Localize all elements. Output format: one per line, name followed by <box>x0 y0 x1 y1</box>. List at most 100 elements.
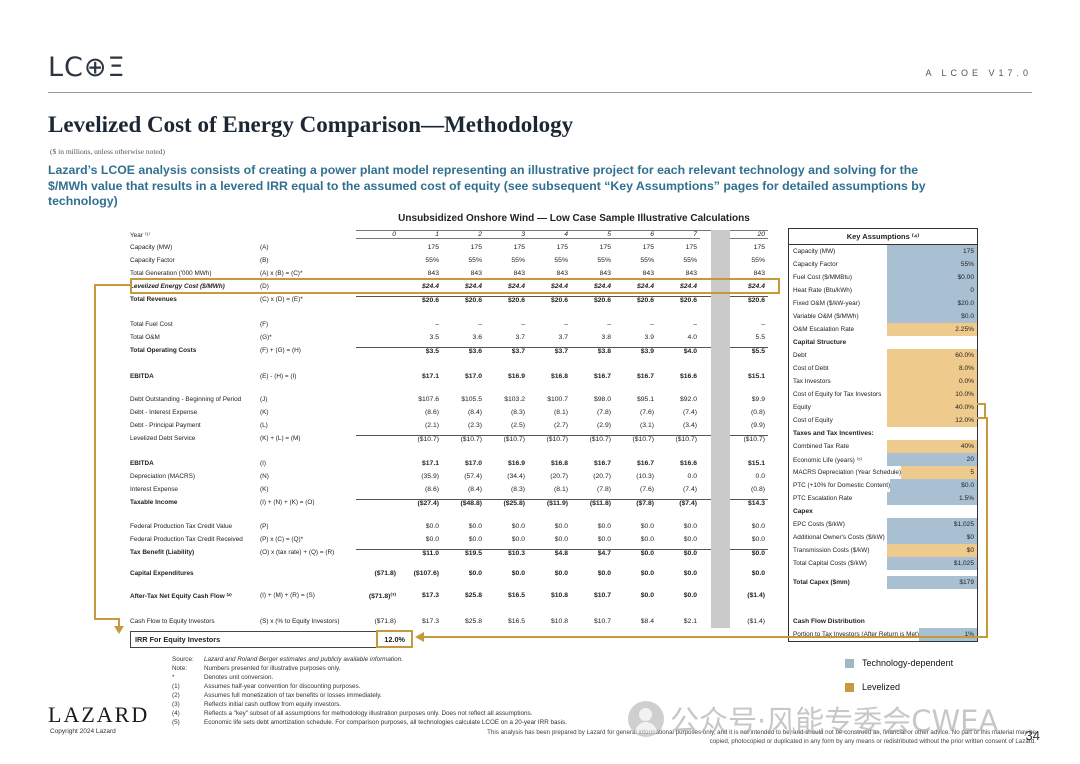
value-cell: $0.0 <box>468 570 482 577</box>
value-cell <box>356 436 399 443</box>
row-label: Total Generation ('000 MWh) <box>130 270 212 277</box>
value-cell: ($10.7) <box>546 435 568 443</box>
legend-item: Technology-dependent <box>845 658 953 668</box>
value-cell: $25.8 <box>464 591 482 599</box>
assumption-row: Capex <box>789 505 977 518</box>
footnote-tag: (1) <box>172 683 180 690</box>
value-cell <box>356 409 399 416</box>
assumption-row: O&M Escalation Rate 2.25% <box>789 323 977 336</box>
annotation-line <box>94 618 120 620</box>
copyright-text: Copyright 2024 Lazard <box>50 728 116 735</box>
assumption-label: Fuel Cost ($/MMBtu) <box>793 274 852 281</box>
value-cell: $24.4 <box>593 283 611 290</box>
value-cell: $24.4 <box>550 283 568 290</box>
value-cell: 55% <box>640 257 654 264</box>
footnote-tag: (5) <box>172 719 180 726</box>
value-cell: 0.0 <box>687 473 697 480</box>
value-cell: $16.9 <box>507 373 525 380</box>
value-cell: $24.4 <box>421 283 439 290</box>
table-row: EBITDA (I) $17.1 $17.0 $16.9 $16.8 $16.7 $16.7 $… <box>130 457 770 470</box>
assumption-value: $1,025 <box>887 557 977 570</box>
assumption-label: Variable O&M ($/MWh) <box>793 313 859 320</box>
row-formula: (K) <box>260 409 269 416</box>
value-cell: (7.6) <box>640 486 654 493</box>
value-cell: $10.7 <box>593 618 611 625</box>
footnote-row: Source: Lazard and Roland Berger estimate… <box>172 655 674 664</box>
value-cell: (8.4) <box>468 409 482 416</box>
value-cell <box>356 550 399 557</box>
row-formula: (I) + (M) + (R) = (S) <box>260 592 315 599</box>
value-cell: 175 <box>556 244 568 251</box>
table-row: Debt - Principal Payment (L) (2.1) (2.3) (2.… <box>130 419 770 432</box>
row-values: 55% 55% 55% 55% 55% 55% 55% 55% <box>356 257 768 264</box>
row-values: (2.1) (2.3) (2.5) (2.7) (2.9) (3.1) (3.4) (9.9) <box>356 422 768 429</box>
value-cell <box>356 257 399 264</box>
row-values: $24.4 $24.4 $24.4 $24.4 $24.4 $24.4 $24.4 $24.4 <box>356 283 768 290</box>
value-cell: 55% <box>751 257 765 264</box>
value-cell: $0.0 <box>425 523 439 530</box>
assumption-row: Transmission Costs ($/kW) $0 <box>789 544 977 557</box>
value-cell: $16.8 <box>550 373 568 380</box>
assumption-row: Cash Flow Distribution <box>789 615 977 628</box>
value-cell: $0.0 <box>511 536 525 543</box>
value-cell: – <box>435 321 439 328</box>
row-label: Interest Expense <box>130 486 178 493</box>
assumption-row: Additional Owner's Costs ($/kW) $0 <box>789 531 977 544</box>
value-cell: (7.8) <box>597 486 611 493</box>
value-cell: ($11.9) <box>546 499 568 507</box>
lcoe-logo: LC⊕Ξ <box>48 52 126 83</box>
footnote-text: Economic life sets debt amortization sch… <box>204 719 567 726</box>
value-cell: 175 <box>599 244 611 251</box>
value-cell: 55% <box>554 257 568 264</box>
assumption-value: $20.0 <box>887 297 977 310</box>
assumption-row: MACRS Depreciation (Year Schedule) 5 <box>789 466 977 479</box>
legend-label: Levelized <box>862 682 901 692</box>
assumption-value: 0.0% <box>887 375 977 388</box>
assumption-row: Capacity (MW) 175 <box>789 245 977 258</box>
assumption-value: 1% <box>918 628 977 641</box>
footnote-text: Reflects a "key" subset of all assumptio… <box>204 710 533 717</box>
lazard-logo: LAZARD <box>48 702 150 727</box>
value-cell: 175 <box>513 244 525 251</box>
row-values: ($10.7) ($10.7) ($10.7) ($10.7) ($10.7) ($10.… <box>356 434 768 443</box>
value-cell: $3.6 <box>468 347 482 355</box>
value-cell: 843 <box>427 270 439 277</box>
arrow-down-icon <box>114 626 124 634</box>
value-cell: $16.7 <box>593 460 611 467</box>
value-cell: 175 <box>427 244 439 251</box>
row-values: $17.1 $17.0 $16.9 $16.8 $16.7 $16.7 $16.6 $15.1 <box>356 373 768 380</box>
footnote-tag: Source: <box>172 656 194 663</box>
value-cell <box>356 321 399 328</box>
assumption-label: Cash Flow Distribution <box>793 618 865 625</box>
value-cell: 5 <box>571 231 614 239</box>
assumption-row: Fixed O&M ($/kW-year) $20.0 <box>789 297 977 310</box>
value-cell: 2 <box>442 231 485 239</box>
value-cell: $0.0 <box>683 570 697 577</box>
footnote-tag: (3) <box>172 701 180 708</box>
footnote-text: Lazard and Roland Berger estimates and p… <box>204 656 403 663</box>
footnote-row: (3) Reflects initial cash outflow from eq… <box>172 700 674 709</box>
value-cell <box>356 396 399 403</box>
value-cell: $5.5 <box>751 347 765 355</box>
value-cell: (7.4) <box>683 486 697 493</box>
row-values: 843 843 843 843 843 843 843 843 <box>356 270 768 277</box>
value-cell: $10.3 <box>507 549 525 557</box>
value-cell: $24.4 <box>636 283 654 290</box>
value-cell: $0.0 <box>554 523 568 530</box>
assumption-label: Capital Structure <box>793 339 847 346</box>
calculation-table: Year ⁽¹⁾ 0 1 2 3 4 5 6 7 20 Capacity (MW) (A) 175 175… <box>130 228 770 628</box>
row-values: 0 1 2 3 4 5 6 7 20 <box>356 230 768 239</box>
value-cell: $16.9 <box>507 460 525 467</box>
row-formula: (G)* <box>260 334 272 341</box>
value-cell: (8.6) <box>425 486 439 493</box>
assumption-label: Cost of Equity <box>793 417 833 424</box>
value-cell: 3.9 <box>644 334 654 341</box>
value-cell: 843 <box>470 270 482 277</box>
assumption-label: Additional Owner's Costs ($/kW) <box>793 534 885 541</box>
assumption-label: Cost of Equity for Tax Investors <box>793 391 882 398</box>
row-values: $20.6 $20.6 $20.6 $20.6 $20.6 $20.6 $20.6 $20.6 <box>356 295 768 304</box>
value-cell <box>356 500 399 507</box>
value-cell: 20 <box>720 231 768 239</box>
value-cell: $16.5 <box>507 591 525 599</box>
footnote-text: Denotes unit conversion. <box>204 674 274 681</box>
